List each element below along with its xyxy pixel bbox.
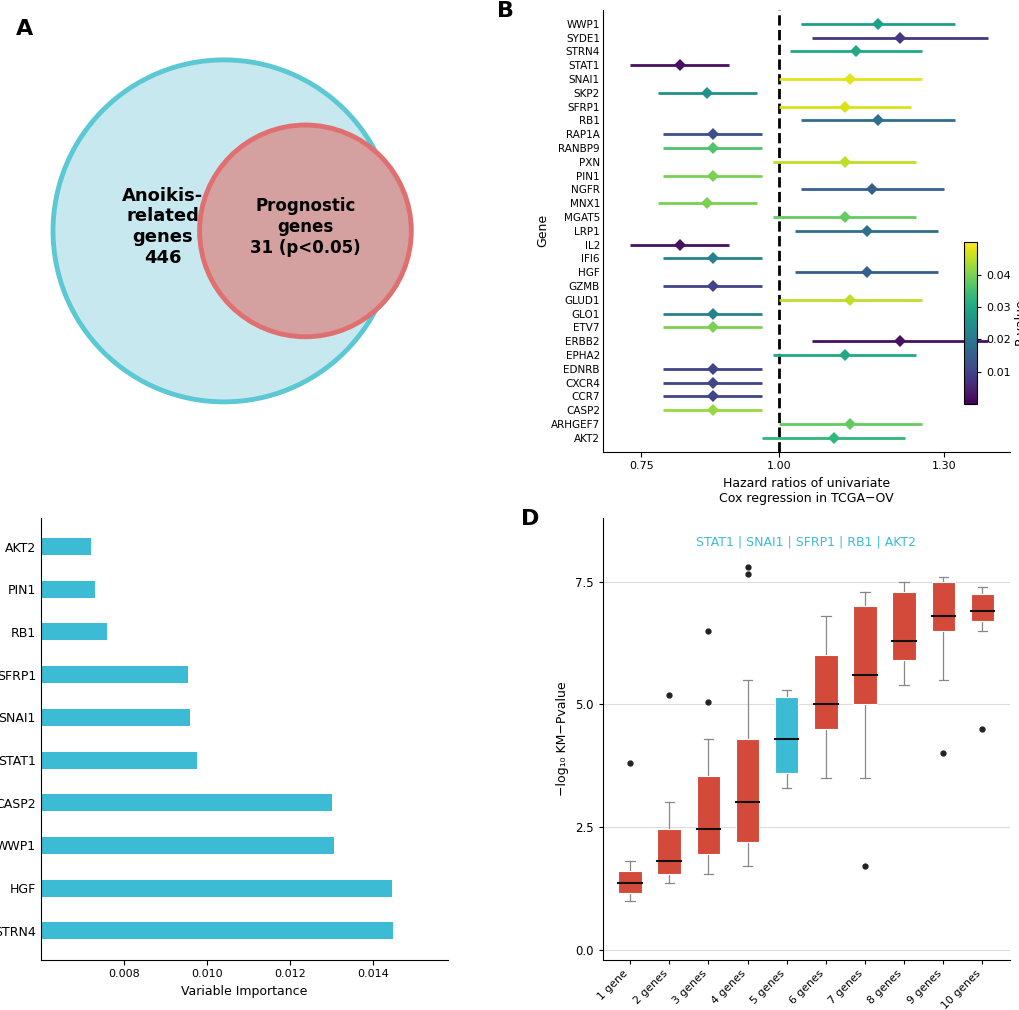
Bar [0, 623, 107, 640]
Bar [774, 697, 798, 773]
Bar [852, 606, 876, 704]
Bar [0, 667, 189, 683]
Bar [735, 738, 758, 841]
Circle shape [200, 125, 411, 336]
Bar [892, 592, 915, 661]
Bar [813, 655, 837, 729]
X-axis label: Variable Importance: Variable Importance [181, 985, 308, 998]
Bar [0, 709, 191, 726]
Text: B: B [496, 1, 514, 21]
Bar [696, 776, 719, 854]
Bar [0, 922, 392, 939]
Bar [618, 872, 641, 893]
Text: STAT1 | SNAI1 | SFRP1 | RB1 | AKT2: STAT1 | SNAI1 | SFRP1 | RB1 | AKT2 [696, 535, 915, 548]
Bar [930, 582, 954, 631]
Text: D: D [521, 509, 539, 529]
Bar [0, 837, 333, 854]
Text: Anoikis-
related
genes
446: Anoikis- related genes 446 [122, 187, 204, 267]
Bar [0, 751, 197, 769]
Y-axis label: Gene: Gene [536, 214, 549, 247]
Text: A: A [16, 19, 34, 39]
Bar [0, 538, 91, 556]
Bar [0, 581, 95, 598]
Bar [0, 880, 391, 897]
Text: Prognostic
genes
31 (p<0.05): Prognostic genes 31 (p<0.05) [250, 197, 361, 257]
Bar [657, 829, 681, 874]
Y-axis label: P value: P value [1014, 300, 1019, 346]
Bar [0, 794, 331, 811]
X-axis label: Hazard ratios of univariate
Cox regression in TCGA−OV: Hazard ratios of univariate Cox regressi… [718, 477, 893, 505]
Circle shape [53, 60, 394, 402]
Y-axis label: −log₁₀ KM−Pvalue: −log₁₀ KM−Pvalue [556, 682, 569, 796]
Bar [970, 594, 994, 621]
